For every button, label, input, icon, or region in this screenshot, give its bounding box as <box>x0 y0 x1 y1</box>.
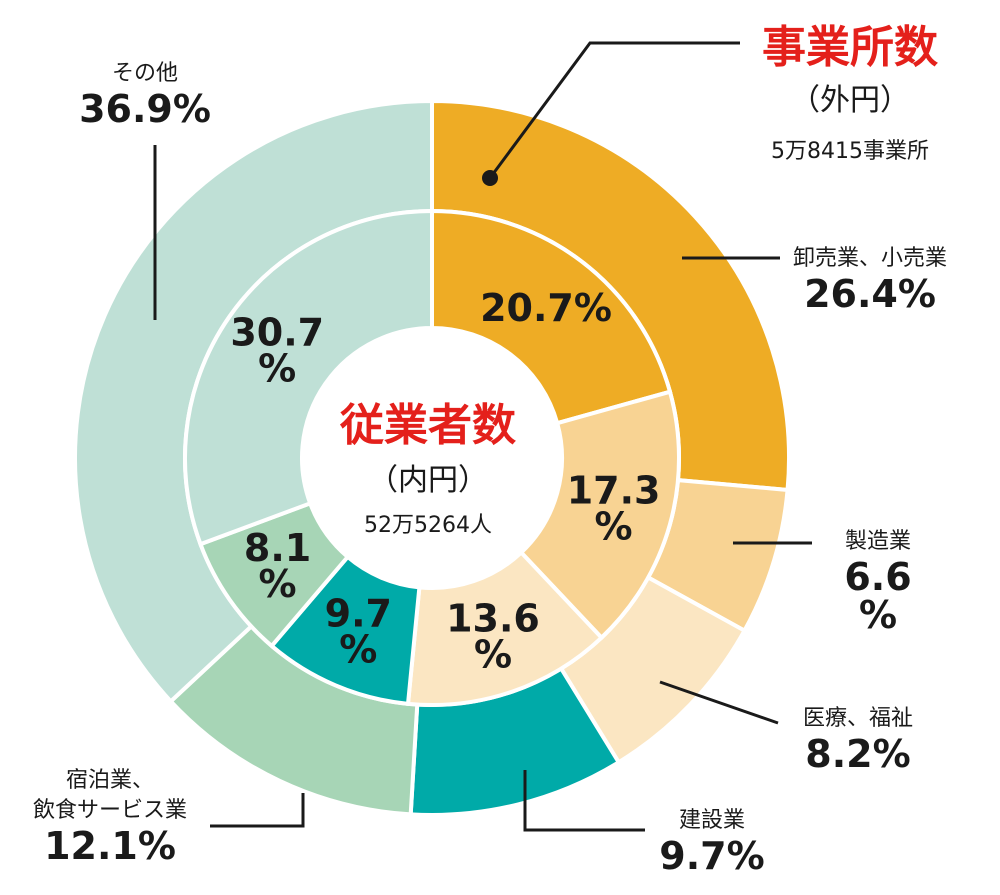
leader-lines <box>153 41 812 832</box>
outer-title-pointer <box>488 41 740 179</box>
inner-segment-2 <box>405 549 605 707</box>
inner-segment-1 <box>518 389 681 641</box>
outer-name-label-4-line-1: 飲食サービス業 <box>33 798 187 823</box>
inner-subtitle: （内円） <box>368 463 488 498</box>
outer-name-label-4-line-0: 宿泊業、 <box>66 768 154 793</box>
inner-segment-5 <box>183 208 434 547</box>
outer-title-pointer-dot <box>482 170 498 186</box>
inner-title: 従業者数 <box>339 400 516 451</box>
inner-label-1-line-1: % <box>595 505 633 549</box>
inner-label-5-line-1: % <box>258 346 296 390</box>
inner-segment-0 <box>430 208 673 426</box>
outer-ring <box>73 98 791 817</box>
inner-ring <box>183 208 681 707</box>
outer-pct-label-1-line-1: % <box>859 593 897 637</box>
outer-name-label-1-line-0: 製造業 <box>845 529 911 554</box>
inner-label-4-line-0: 8.1 <box>244 526 311 570</box>
inner-label-3-line-1: % <box>339 627 377 671</box>
inner-label-4-line-1: % <box>259 562 297 606</box>
leader-line-3 <box>523 770 645 832</box>
inner-label-2-line-1: % <box>474 632 512 676</box>
outer-pct-label-2-line-0: 8.2% <box>805 732 910 776</box>
outer-pct-label-3-line-0: 9.7% <box>659 834 764 878</box>
outer-pct-label-1-line-0: 6.6 <box>844 555 911 599</box>
outer-pct-label-0-line-0: 26.4% <box>804 272 936 316</box>
inner-label-0-line-0: 20.7% <box>480 286 612 330</box>
outer-name-label-0-line-0: 卸売業、小売業 <box>793 246 947 271</box>
outer-subtitle: （外円） <box>790 83 910 118</box>
outer-name-label-3-line-0: 建設業 <box>679 808 745 833</box>
leader-line-4 <box>210 793 305 828</box>
outer-pct-label-5-line-0: 36.9% <box>79 87 211 131</box>
outer-title: 事業所数 <box>762 22 938 73</box>
inner-ring-labels: 20.7%17.3%13.6%9.7%8.1%30.7% <box>230 286 660 676</box>
inner-label-2-line-0: 13.6 <box>446 596 540 640</box>
inner-label-1-line-0: 17.3 <box>567 469 661 513</box>
outer-name-label-5-line-0: その他 <box>112 61 178 86</box>
inner-total: 52万5264人 <box>364 513 492 538</box>
inner-label-5-line-0: 30.7 <box>230 310 324 354</box>
outer-name-label-2-line-0: 医療、福祉 <box>803 706 913 731</box>
outer-ring-labels: 卸売業、小売業26.4%製造業6.6%医療、福祉8.2%建設業9.7%宿泊業、飲… <box>33 61 947 878</box>
outer-pct-label-4-line-0: 12.1% <box>44 824 176 868</box>
outer-total: 5万8415事業所 <box>771 139 929 164</box>
leader-line-2 <box>659 680 779 725</box>
inner-label-3-line-0: 9.7 <box>325 591 392 635</box>
